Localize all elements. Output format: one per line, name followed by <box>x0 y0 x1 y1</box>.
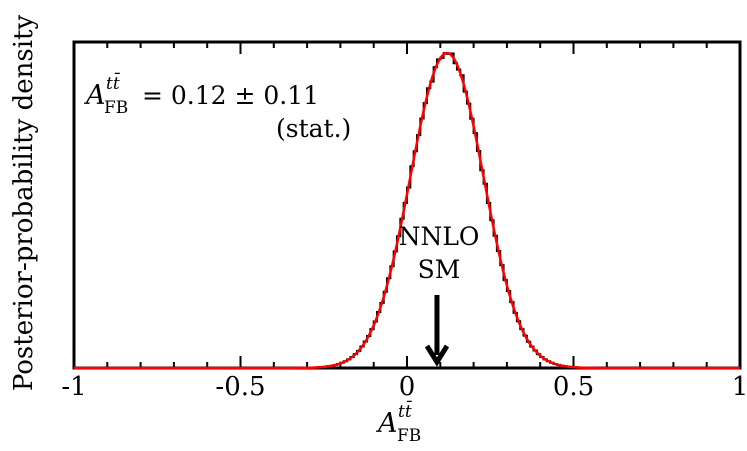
x-tick-label-1: 1 <box>732 372 747 402</box>
gaussian-fit <box>74 51 740 370</box>
x-axis-label: A tt̄ FB <box>375 399 421 446</box>
sm-prediction: NNLO SM <box>399 222 480 367</box>
svg-text:NNLO: NNLO <box>399 222 480 251</box>
svg-text:FB: FB <box>104 98 128 118</box>
fit-curve <box>74 51 740 370</box>
x-tick-label-neg0.5: -0.5 <box>215 372 265 402</box>
svg-text:A: A <box>375 408 398 439</box>
x-tick-label-neg1: -1 <box>61 372 86 402</box>
svg-text:A: A <box>83 80 106 111</box>
x-ticks <box>73 42 741 368</box>
x-tick-label-0: 0 <box>399 372 416 402</box>
prediction-arrow-head <box>424 344 450 367</box>
svg-text:(stat.): (stat.) <box>276 114 351 143</box>
svg-text:FB: FB <box>397 426 421 446</box>
svg-text:tt̄: tt̄ <box>106 71 120 94</box>
result-annotation: A tt̄ FB = 0.12 ± 0.11 (stat.) <box>83 71 351 143</box>
y-axis-label: Posterior-probability density <box>9 15 39 392</box>
svg-text:SM: SM <box>418 255 461 284</box>
svg-text:tt̄: tt̄ <box>398 399 412 422</box>
x-tick-label-0.5: 0.5 <box>553 372 594 402</box>
svg-text:= 0.12 ± 0.11: = 0.12 ± 0.11 <box>142 81 319 110</box>
